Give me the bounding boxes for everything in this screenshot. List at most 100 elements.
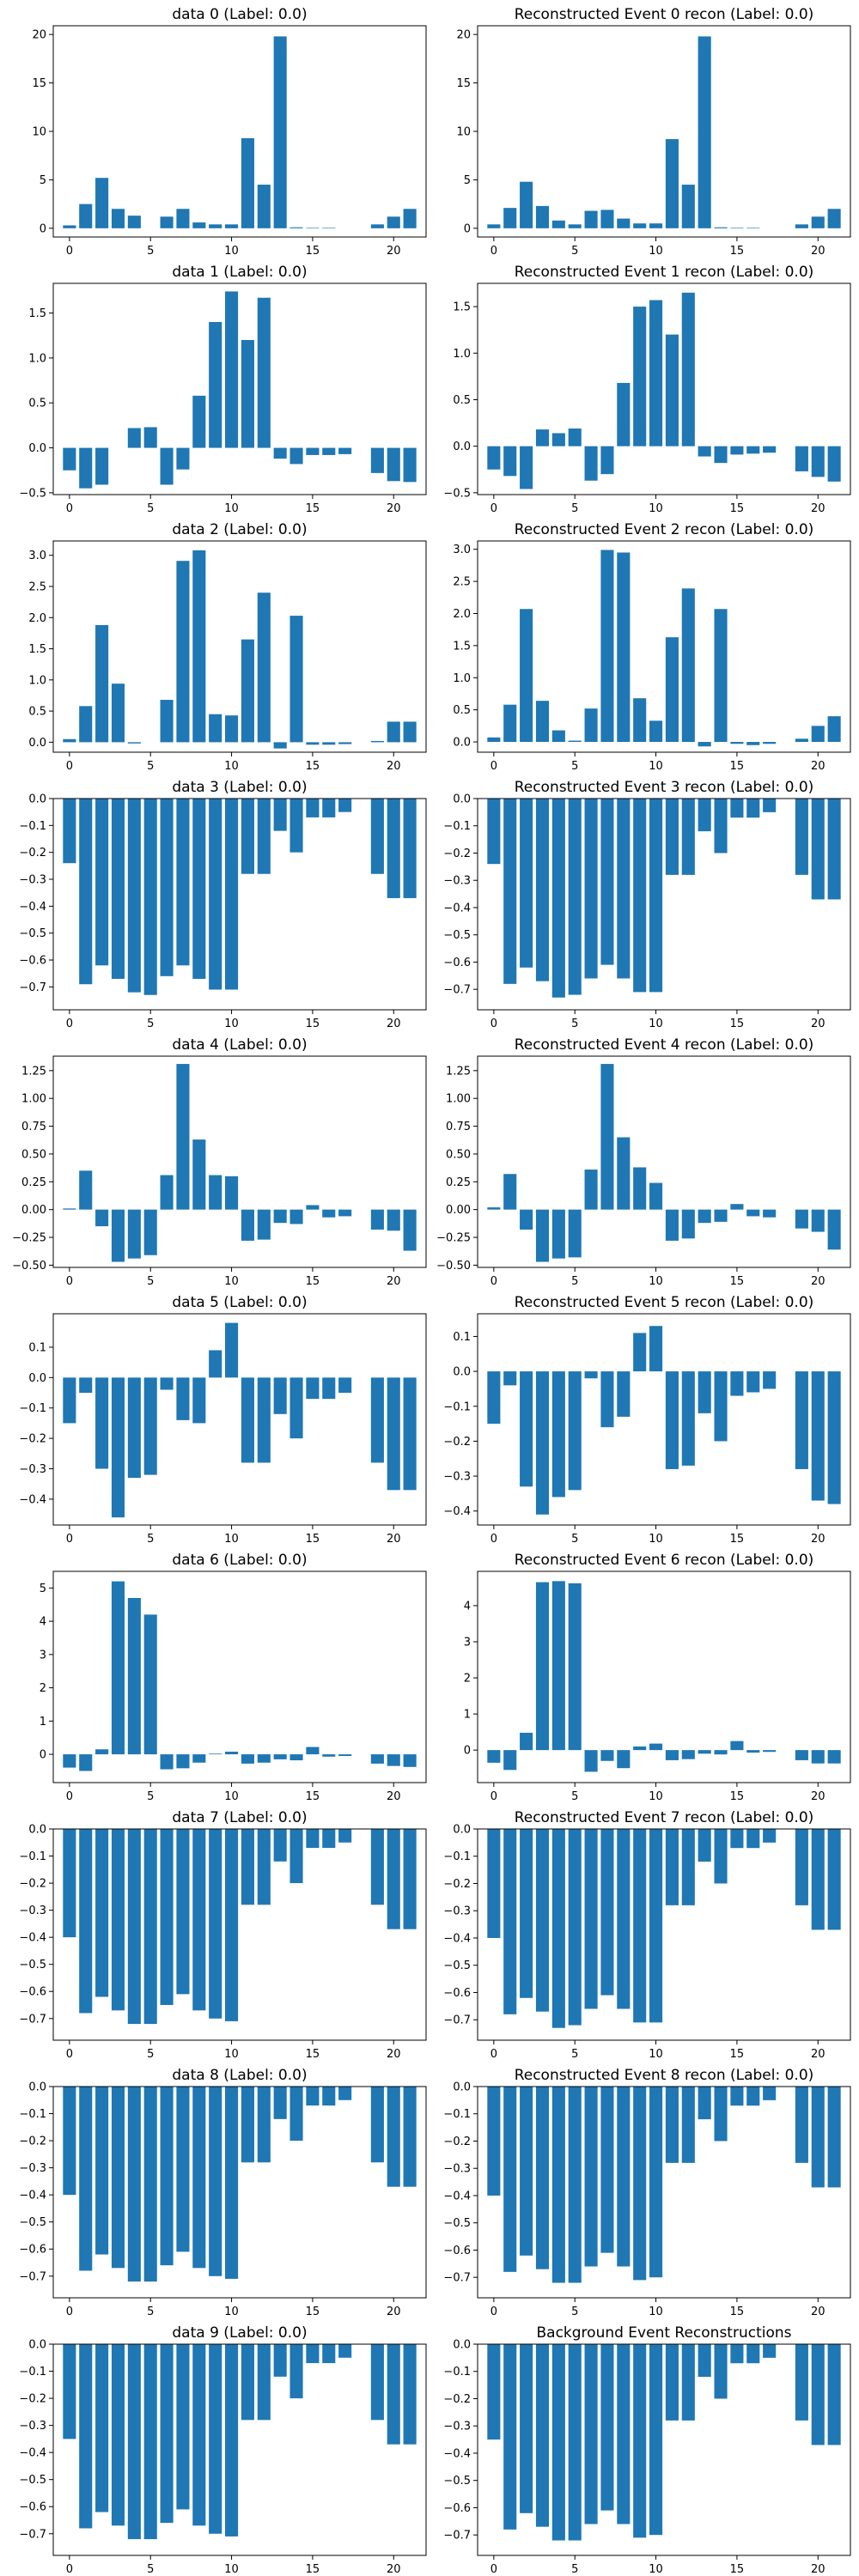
bar <box>387 2344 400 2445</box>
x-tick-label: 20 <box>811 1533 825 1546</box>
bar <box>63 799 76 864</box>
y-tick-label: −0.3 <box>19 1463 46 1476</box>
bar <box>730 446 744 455</box>
bar <box>192 222 206 228</box>
chart-panel-10: data 5 (Label: 0.0) −0.4 −0.3 −0.2 −0.1 0.0 0.… <box>19 1294 427 1546</box>
y-tick-label: −0.2 <box>19 2136 46 2148</box>
bar <box>827 1371 841 1504</box>
y-tick-label: 20 <box>456 29 471 42</box>
bar <box>649 300 663 447</box>
bar <box>79 1170 93 1210</box>
bar <box>209 224 222 228</box>
y-tick-label: −0.50 <box>12 1260 46 1273</box>
bar <box>225 224 239 228</box>
bar <box>551 1829 565 2028</box>
y-tick-label: −0.2 <box>443 1436 471 1449</box>
bar <box>681 1371 695 1466</box>
bar <box>535 1209 550 1262</box>
bar <box>95 1209 109 1227</box>
y-tick-label: 3 <box>40 1649 46 1662</box>
bar <box>79 447 93 489</box>
y-tick-label: −0.5 <box>19 2216 46 2229</box>
x-tick-label: 15 <box>306 1275 320 1288</box>
bar <box>487 1371 501 1425</box>
bar <box>600 1064 614 1210</box>
y-tick-label: −0.7 <box>19 2528 46 2541</box>
bar <box>551 220 565 228</box>
bar <box>387 721 400 743</box>
y-tick-label: 0.0 <box>28 1824 46 1837</box>
bar <box>403 1209 417 1251</box>
x-tick-label: 15 <box>730 1790 745 1803</box>
bar <box>306 2087 320 2106</box>
x-tick-label: 5 <box>147 245 154 258</box>
bar <box>209 1829 222 2019</box>
x-tick-label: 20 <box>387 245 401 258</box>
y-tick-label: −0.6 <box>19 1986 46 1999</box>
bar <box>127 428 141 448</box>
bar <box>568 1209 582 1258</box>
bar <box>714 609 728 743</box>
x-tick-label: 15 <box>306 2563 320 2576</box>
bar <box>520 446 533 489</box>
bar <box>714 2344 728 2399</box>
bar <box>111 2087 125 2269</box>
bar <box>273 799 287 831</box>
bar <box>503 1371 517 1386</box>
axes-frame <box>52 1313 427 1526</box>
bar <box>746 446 760 454</box>
x-tick-label: 0 <box>490 1018 497 1030</box>
bar <box>520 2087 533 2256</box>
axes-frame <box>52 540 427 753</box>
x-tick-label: 15 <box>730 502 745 515</box>
y-tick-label: 4 <box>464 1600 471 1613</box>
bar <box>681 1209 695 1239</box>
bar <box>811 1371 825 1501</box>
bar <box>176 2087 190 2252</box>
bar <box>763 2344 777 2358</box>
bar <box>306 742 320 745</box>
bar <box>387 1754 400 1766</box>
x-tick-label: 20 <box>811 2048 825 2061</box>
bar <box>649 2087 663 2278</box>
chart-title: data 4 (Label: 0.0) <box>172 1036 307 1054</box>
x-tick-label: 0 <box>490 2048 497 2061</box>
y-tick-label: −0.3 <box>19 2420 46 2433</box>
x-tick-label: 5 <box>571 2048 578 2061</box>
bar <box>192 1377 206 1424</box>
bar <box>306 1205 320 1210</box>
y-tick-label: 1.5 <box>453 301 471 314</box>
y-tick-label: 15 <box>456 77 471 90</box>
bar <box>257 592 271 743</box>
bar <box>322 1754 336 1757</box>
y-tick-label: −0.1 <box>19 820 46 833</box>
y-tick-label: 1.5 <box>453 640 471 653</box>
bar <box>257 185 271 228</box>
y-tick-label: −0.3 <box>19 2162 46 2175</box>
bar <box>714 446 728 464</box>
bar <box>225 2087 239 2279</box>
y-tick-label: 0.25 <box>446 1176 471 1189</box>
bar <box>387 799 400 898</box>
y-tick-label: 5 <box>464 174 471 187</box>
y-tick-label: 0.0 <box>453 1366 471 1379</box>
y-tick-label: −0.5 <box>19 927 46 940</box>
chart-panel-8: data 4 (Label: 0.0) −0.50 −0.25 0.00 0.25 0.5… <box>12 1036 427 1288</box>
bar <box>795 1750 808 1760</box>
bar <box>111 683 125 743</box>
x-tick-label: 5 <box>147 1533 154 1546</box>
y-tick-label: 0.75 <box>21 1121 46 1133</box>
bar <box>306 1377 320 1400</box>
bar <box>289 1377 303 1439</box>
x-tick-label: 20 <box>387 2048 401 2061</box>
bar <box>176 1754 190 1769</box>
bar <box>273 1829 287 1862</box>
bar <box>209 799 222 990</box>
y-tick-label: 0.1 <box>453 1331 471 1344</box>
bar <box>520 1732 533 1751</box>
chart-panel-4: data 2 (Label: 0.0) 0.0 0.5 1.0 1.5 2.0 2.5 3.0… <box>28 521 427 773</box>
y-tick-label: −0.3 <box>443 1905 471 1918</box>
bar <box>257 1209 271 1240</box>
bar <box>111 209 125 228</box>
axes-frame <box>477 2343 851 2556</box>
